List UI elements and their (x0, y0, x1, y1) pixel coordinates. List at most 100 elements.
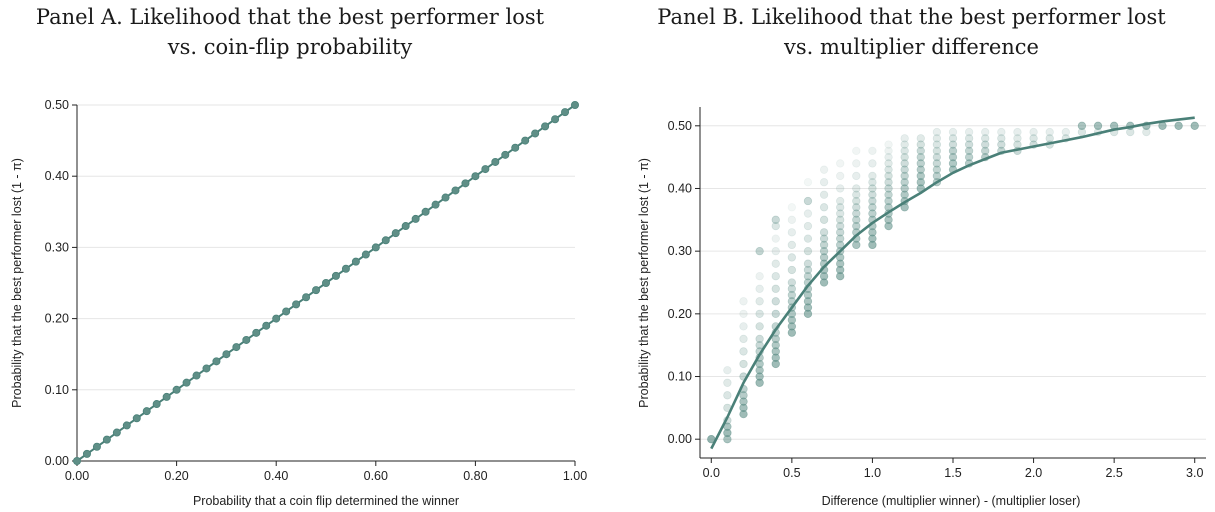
panel-b-data-point (787, 315, 797, 325)
panel-b-data-point (836, 221, 845, 231)
panel-b-data-point (803, 234, 813, 243)
panel-b-data-point (771, 347, 780, 356)
panel-a-data-point (212, 357, 221, 366)
panel-b-data-point (771, 215, 780, 224)
panel-b-data-point (836, 184, 845, 193)
panel-a-data-point (222, 350, 231, 359)
panel-a-data-point (282, 307, 291, 316)
panel-b-data-point (803, 259, 813, 268)
panel-b-data-point (755, 322, 764, 331)
panel-b-data-point (836, 234, 845, 243)
panel-b-data-point (836, 171, 845, 181)
panel-b-data-point (884, 196, 893, 206)
panel-b-data-point (884, 184, 893, 193)
panel-b-data-point (803, 178, 813, 187)
panel-b-title-line-1: Panel B. Likelihood that the best perfor… (657, 5, 1166, 29)
panel-b-data-point (916, 165, 925, 174)
panel-b-y-tick-label: 0.50 (668, 119, 692, 133)
panel-b-y-tick-label: 0.40 (668, 181, 692, 195)
panel-a-data-point (122, 421, 131, 430)
panel-a-data-point (571, 101, 580, 110)
panel-b-data-point (739, 322, 748, 331)
panel-b-data-point (932, 127, 942, 137)
panel-b-title: Panel B. Likelihood that the best perfor… (608, 2, 1215, 62)
panel-a-data-point (302, 293, 311, 302)
panel-b-data-point (916, 146, 925, 156)
panel-b-data-point (932, 140, 942, 149)
panel-b-data-point (900, 171, 909, 181)
panel-a-x-tick-label: 0.80 (463, 469, 487, 483)
panel-a-data-point (232, 343, 241, 352)
panel-a-data-point (541, 122, 550, 131)
panel-b-data-point (1029, 127, 1038, 137)
panel-b-data-point (803, 290, 813, 300)
panel-b-data-point (836, 215, 845, 224)
panel-b-data-point (852, 240, 861, 250)
panel-b-data-point (819, 228, 829, 237)
panel-b-data-point (819, 215, 829, 224)
panel-a-data-point (252, 328, 261, 337)
panel-b-data-point (723, 378, 732, 387)
panel-b-data-point (997, 140, 1006, 149)
panel-b-gridlines (700, 125, 1206, 440)
panel-b-data-point (1077, 121, 1087, 130)
panel-b-data-point (997, 134, 1006, 143)
panel-b-x-tick-label: 1.5 (944, 466, 961, 480)
panel-b-data-point (868, 178, 877, 187)
panel-a-x-tick-label: 0.40 (264, 469, 288, 483)
panel-b-y-tick-label: 0.30 (668, 244, 692, 258)
panel-b-data-point (836, 240, 845, 250)
panel-a-data-point (431, 200, 440, 209)
panel-b-data-point (771, 284, 780, 293)
panel-b-data-point (981, 146, 990, 156)
panel-b-data-point (755, 334, 764, 344)
panel-b-data-point (884, 190, 893, 199)
panel-b-data-point (900, 146, 909, 156)
panel-b-data-point (948, 159, 958, 168)
panel-b-data-point (803, 196, 813, 206)
panel-b-data-point (932, 146, 942, 156)
panel-a-y-axis-label: Probability that the best performer lost… (10, 158, 24, 408)
panel-b-data-point (819, 240, 829, 250)
panel-b-data-point (900, 190, 909, 199)
panel-b-data-point (771, 334, 780, 344)
panel-a-data-point (272, 314, 281, 323)
panel-b-data-point (964, 140, 974, 149)
panel-b-fit-curve (710, 116, 1195, 450)
panel-b-data-point (803, 209, 813, 218)
panel-b-data-point (884, 152, 893, 162)
panel-b-data-point (755, 297, 764, 306)
panel-b-data-point (739, 391, 748, 400)
panel-b-data-point (755, 247, 764, 256)
panel-b-x-ticks: 0.0 0.5 1.0 1.5 2.0 2.5 3.0 (703, 458, 1203, 480)
panel-a-data-point (321, 278, 330, 287)
panel-a-data-point (331, 271, 340, 280)
panel-a-y-tick-label: 0.40 (45, 169, 69, 183)
panel-b-data-point (964, 134, 974, 143)
panel-b-data-point (787, 284, 797, 293)
panel-b-data-point (771, 259, 780, 268)
panel-a-data-point (371, 243, 380, 252)
panel-a-data-point (401, 222, 410, 231)
panel-b-data-point (739, 347, 748, 356)
panel-b-data-point (803, 272, 813, 281)
panel-b-data-point (868, 190, 877, 199)
panel-b-data-point (1013, 134, 1022, 143)
panel-a-data-point (351, 257, 360, 266)
panel-a-x-axis-label: Probability that a coin flip determined … (193, 494, 459, 508)
panel-b-data-point (819, 190, 829, 199)
panel-b-data-point (803, 297, 813, 306)
panel-b-data-point (884, 146, 893, 156)
panel-b-data-point (900, 134, 909, 143)
panel-a-data-point (73, 456, 82, 465)
panel-b-data-point (836, 228, 845, 237)
panel-a-data-point (172, 385, 181, 394)
panel-b-data-point (932, 159, 942, 168)
panel-b-data-point (836, 159, 845, 168)
panel-b-data-point (739, 397, 748, 406)
panel-b-data-point (803, 247, 813, 256)
panel-b-data-point (948, 134, 958, 143)
panel-b-data-point (1061, 127, 1070, 137)
panel-a-data-point (102, 435, 111, 444)
panel-b-data-point (819, 165, 829, 174)
